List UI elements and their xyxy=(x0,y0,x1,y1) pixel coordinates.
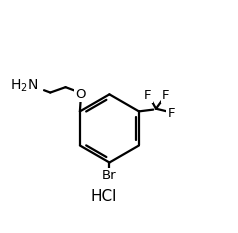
Text: HCl: HCl xyxy=(91,189,117,204)
Text: F: F xyxy=(162,89,170,102)
Text: $\mathregular{H_2N}$: $\mathregular{H_2N}$ xyxy=(10,78,38,94)
Text: F: F xyxy=(168,107,175,120)
Text: O: O xyxy=(75,88,86,101)
Text: Br: Br xyxy=(102,169,117,182)
Text: F: F xyxy=(144,89,152,102)
